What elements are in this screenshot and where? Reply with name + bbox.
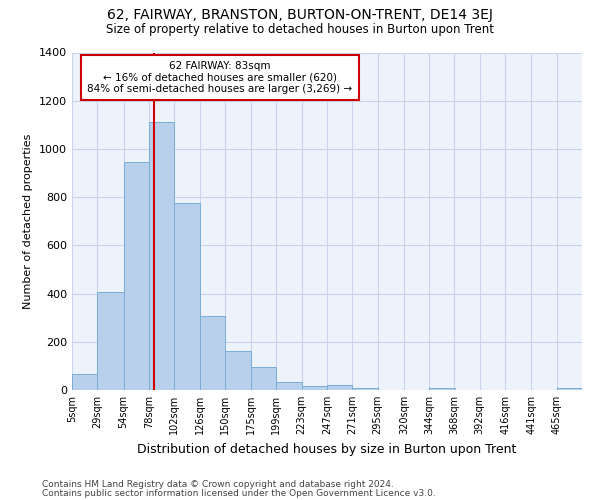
Bar [174, 203, 199, 390]
Bar [149, 122, 174, 390]
Bar [251, 367, 277, 390]
Bar [72, 374, 97, 390]
Text: Contains HM Land Registry data © Crown copyright and database right 2024.: Contains HM Land Registry data © Crown c… [42, 480, 394, 489]
Text: Size of property relative to detached houses in Burton upon Trent: Size of property relative to detached ho… [106, 22, 494, 36]
Bar [557, 388, 582, 390]
Bar [302, 386, 327, 390]
Y-axis label: Number of detached properties: Number of detached properties [23, 134, 34, 309]
Text: Contains public sector information licensed under the Open Government Licence v3: Contains public sector information licen… [42, 488, 436, 498]
Bar [97, 292, 124, 390]
X-axis label: Distribution of detached houses by size in Burton upon Trent: Distribution of detached houses by size … [137, 442, 517, 456]
Text: 62 FAIRWAY: 83sqm
← 16% of detached houses are smaller (620)
84% of semi-detache: 62 FAIRWAY: 83sqm ← 16% of detached hous… [88, 61, 352, 94]
Bar [199, 316, 225, 390]
Bar [225, 352, 251, 390]
Bar [277, 382, 302, 390]
Bar [124, 162, 149, 390]
Bar [327, 385, 352, 390]
Bar [352, 388, 377, 390]
Bar [429, 388, 455, 390]
Text: 62, FAIRWAY, BRANSTON, BURTON-ON-TRENT, DE14 3EJ: 62, FAIRWAY, BRANSTON, BURTON-ON-TRENT, … [107, 8, 493, 22]
